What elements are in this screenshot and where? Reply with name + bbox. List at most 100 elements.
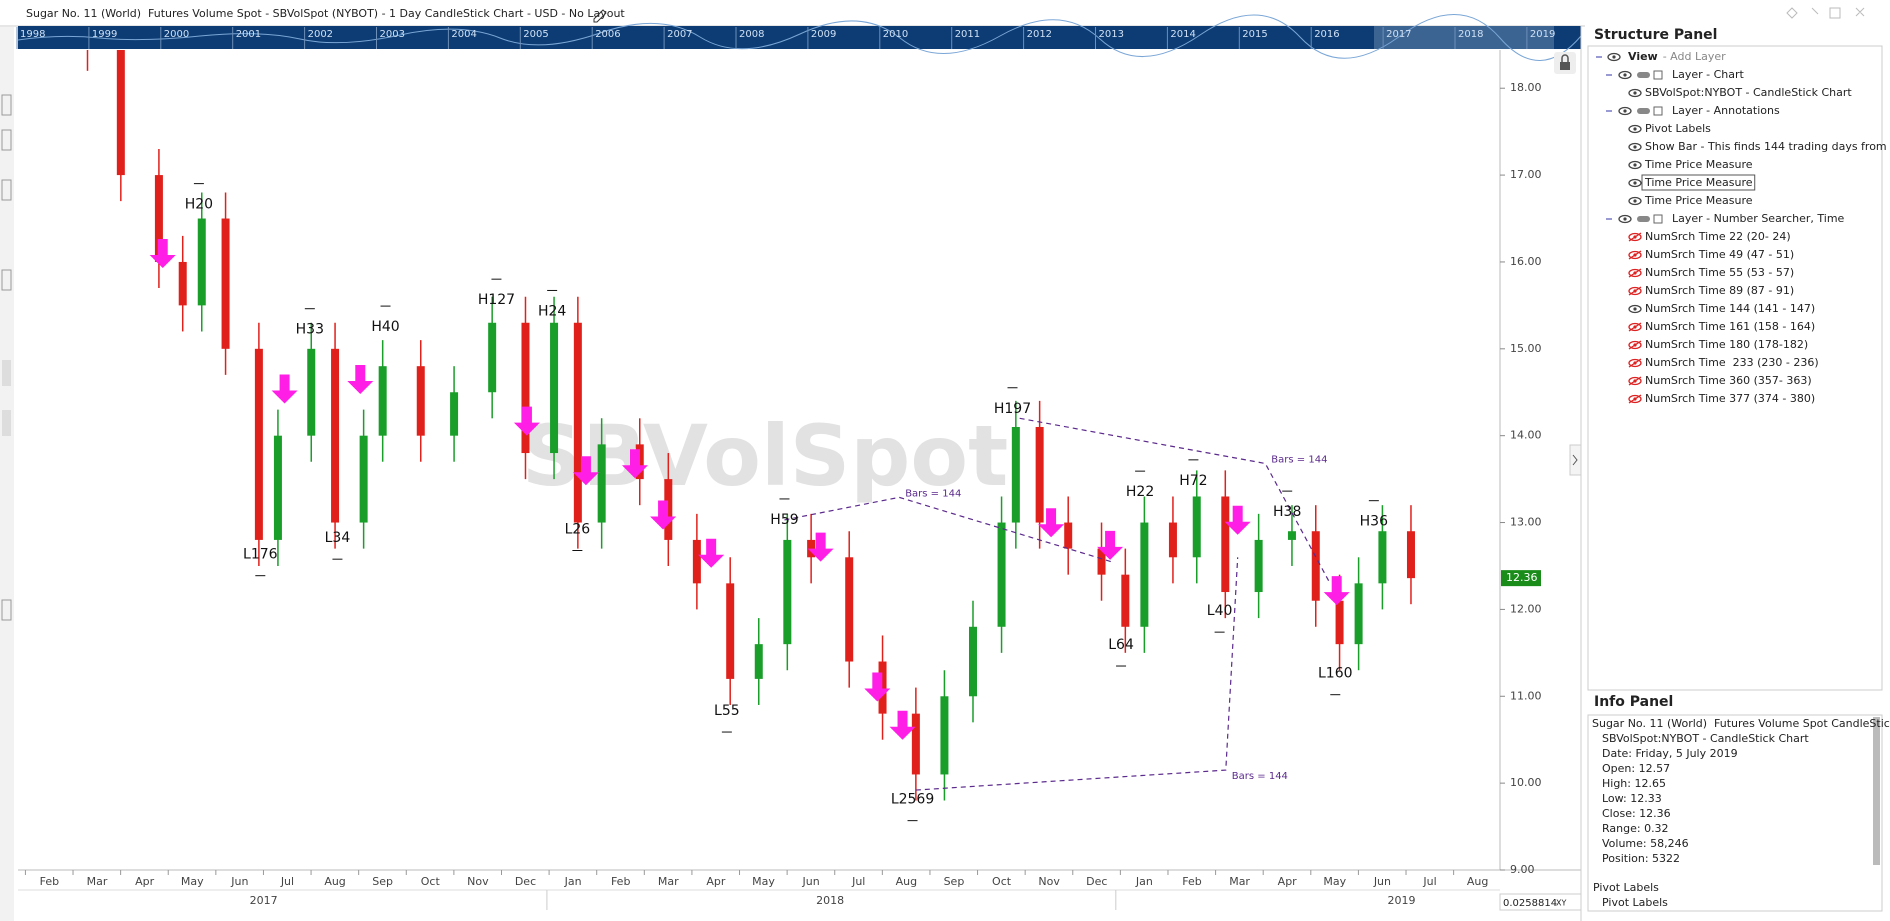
tree-item[interactable]: NumSrch Time 55 (53 - 57) (1645, 266, 1794, 279)
tree-item[interactable]: Time Price Measure (1644, 194, 1753, 207)
x-tick-label: Jul (280, 875, 294, 888)
eye-slash (1628, 322, 1642, 332)
candle-body (573, 322, 582, 523)
tree-item[interactable]: NumSrch Time 49 (47 - 51) (1645, 248, 1794, 261)
y-tick-label: 13.00 (1510, 516, 1542, 529)
visible-icon[interactable] (1628, 124, 1642, 134)
timeline-year: 2012 (1027, 29, 1052, 40)
hidden-icon[interactable] (1628, 394, 1642, 404)
x-tick-label: Jun (1373, 875, 1391, 888)
tool-button[interactable] (2, 410, 11, 436)
tree-item[interactable]: NumSrch Time 161 (158 - 164) (1645, 320, 1815, 333)
candle-body (1011, 426, 1020, 523)
pivot-label: H33 (296, 322, 324, 338)
tree-item[interactable]: NumSrch Time 360 (357- 363) (1645, 374, 1812, 387)
y-tick-label: 11.00 (1510, 689, 1542, 702)
visible-icon[interactable] (1607, 52, 1621, 62)
candle-body (1354, 583, 1363, 645)
tool-button[interactable] (1, 179, 12, 201)
scrollbar[interactable] (1873, 717, 1880, 865)
visible-icon[interactable] (1618, 214, 1632, 224)
tool-button[interactable] (1, 599, 12, 621)
eye-slash (1628, 394, 1642, 404)
candle-body (1192, 496, 1201, 558)
timeline-years: 1998 1999 2000 2001 2002 2003 2004 2005 2006 2007… (16, 27, 1555, 49)
x-tick-label: Aug (324, 875, 345, 888)
window-controls[interactable] (1786, 7, 1865, 19)
timeline-window[interactable] (1374, 26, 1554, 49)
x-tick-label: Jul (851, 875, 865, 888)
visible-icon[interactable] (1628, 142, 1642, 152)
candle-body (154, 175, 163, 262)
candle-body (911, 713, 920, 775)
info-panel-title: Info Panel (1594, 694, 1673, 710)
candle-body (783, 539, 792, 645)
x-tick-label: Aug (1467, 875, 1488, 888)
hidden-icon[interactable] (1628, 232, 1642, 242)
visible-icon[interactable] (1628, 304, 1642, 314)
tool-button[interactable] (2, 360, 11, 386)
candle-body (1311, 531, 1320, 601)
visible-icon[interactable] (1628, 178, 1642, 188)
visible-icon[interactable] (1628, 160, 1642, 170)
visible-icon[interactable] (1618, 106, 1632, 116)
x-tick-label: Sep (372, 875, 393, 888)
hidden-icon[interactable] (1628, 268, 1642, 278)
tool-button[interactable] (1, 129, 12, 151)
eye-slash (1628, 340, 1642, 350)
tool-button[interactable] (1, 94, 12, 116)
tree-item[interactable]: NumSrch Time 180 (178-182) (1645, 338, 1808, 351)
hidden-icon[interactable] (1628, 286, 1642, 296)
y-tick-label: 18.00 (1510, 81, 1542, 94)
hidden-icon[interactable] (1628, 358, 1642, 368)
x-tick-label: Oct (992, 875, 1012, 888)
tree-item[interactable]: NumSrch Time 22 (20- 24) (1645, 230, 1791, 243)
tree-item[interactable]: Time Price Measure (1644, 158, 1753, 171)
tree-item[interactable]: Time Price Measure (1644, 176, 1753, 189)
timeline-trace (17, 14, 1582, 61)
y-tick-label: 17.00 (1510, 168, 1542, 181)
tree-layer[interactable]: Layer - Annotations (1672, 104, 1780, 117)
structure-panel-title: Structure Panel (1594, 27, 1717, 43)
x-tick-label: Mar (1229, 875, 1250, 888)
hidden-icon[interactable] (1628, 376, 1642, 386)
visible-icon[interactable] (1628, 88, 1642, 98)
scale-value: 0.0258814 (1503, 898, 1557, 909)
tree-view: View - Add Layer (1628, 50, 1726, 63)
xy-mode[interactable]: XY (1556, 899, 1566, 908)
timeline-year: 2007 (667, 29, 692, 40)
view-name: View (1628, 50, 1658, 63)
timeline-year: 2000 (164, 29, 189, 40)
signal-arrow (347, 364, 374, 394)
tree-item[interactable]: NumSrch Time 89 (87 - 91) (1645, 284, 1794, 297)
pivot-label: H22 (1126, 484, 1154, 500)
timeline-year: 2004 (451, 29, 476, 40)
tool-button[interactable] (1, 269, 12, 291)
hidden-icon[interactable] (1628, 250, 1642, 260)
tree-item[interactable]: NumSrch Time 233 (230 - 236) (1645, 356, 1819, 369)
pivot-label: H20 (185, 197, 213, 213)
tree-layer[interactable]: Layer - Number Searcher, Time (1672, 212, 1845, 225)
x-tick-label: Feb (1182, 875, 1201, 888)
tree-item[interactable]: NumSrch Time 377 (374 - 380) (1645, 392, 1815, 405)
candle-body (1097, 548, 1106, 575)
timeline-bar[interactable] (18, 26, 1581, 49)
tree-item[interactable]: Show Bar - This finds 144 trading days f… (1645, 140, 1890, 153)
tree-item[interactable]: SBVolSpot:NYBOT - CandleStick Chart (1645, 86, 1852, 99)
visible-icon[interactable] (1618, 70, 1632, 80)
tree-item[interactable]: Pivot Labels (1645, 122, 1711, 135)
panel-toggle[interactable] (1569, 444, 1582, 476)
edit-icon[interactable] (593, 9, 607, 23)
hidden-icon[interactable] (1628, 340, 1642, 350)
eye-pupil (1612, 55, 1616, 59)
y-tick-label: 16.00 (1510, 255, 1542, 268)
tree-layer[interactable]: Layer - Chart (1672, 68, 1745, 81)
candle-body (1335, 600, 1344, 645)
timeline-year: 2010 (883, 29, 908, 40)
add-layer[interactable]: - Add Layer (1663, 50, 1726, 63)
visible-icon[interactable] (1628, 196, 1642, 206)
hidden-icon[interactable] (1628, 322, 1642, 332)
tree-item[interactable]: NumSrch Time 144 (141 - 147) (1645, 302, 1815, 315)
candle-body (378, 366, 387, 436)
info-line: Range: 0.32 (1602, 822, 1669, 835)
